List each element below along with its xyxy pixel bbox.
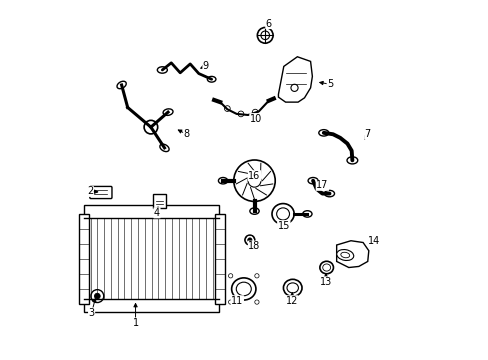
Ellipse shape xyxy=(218,177,227,184)
Text: 10: 10 xyxy=(249,113,262,123)
Ellipse shape xyxy=(231,278,255,300)
Text: 2: 2 xyxy=(87,186,93,197)
Circle shape xyxy=(233,160,275,202)
Ellipse shape xyxy=(302,211,311,217)
Text: 3: 3 xyxy=(88,308,95,318)
Text: 7: 7 xyxy=(364,129,370,139)
Text: 14: 14 xyxy=(367,236,379,246)
Ellipse shape xyxy=(157,67,167,73)
Bar xyxy=(215,213,225,303)
Ellipse shape xyxy=(276,208,289,220)
Text: 17: 17 xyxy=(316,180,328,190)
Bar xyxy=(83,205,219,312)
Circle shape xyxy=(254,300,259,304)
Ellipse shape xyxy=(249,208,259,214)
Circle shape xyxy=(244,235,254,245)
Ellipse shape xyxy=(346,157,357,164)
Text: 16: 16 xyxy=(248,171,260,181)
Text: 13: 13 xyxy=(319,277,331,287)
Ellipse shape xyxy=(324,190,334,197)
Circle shape xyxy=(257,27,272,43)
Text: 1: 1 xyxy=(132,318,138,328)
Circle shape xyxy=(94,293,100,299)
Ellipse shape xyxy=(322,264,330,271)
Ellipse shape xyxy=(236,282,251,296)
Ellipse shape xyxy=(319,261,333,274)
Ellipse shape xyxy=(318,130,328,136)
Circle shape xyxy=(247,174,261,187)
Text: 6: 6 xyxy=(265,18,271,28)
Polygon shape xyxy=(278,57,312,102)
Text: 18: 18 xyxy=(248,241,260,251)
Ellipse shape xyxy=(307,177,317,184)
Text: 8: 8 xyxy=(183,129,189,139)
Ellipse shape xyxy=(163,109,173,116)
Ellipse shape xyxy=(117,81,126,89)
Text: 15: 15 xyxy=(277,221,289,231)
Circle shape xyxy=(254,274,259,278)
Circle shape xyxy=(247,238,251,242)
Bar xyxy=(80,213,89,303)
Circle shape xyxy=(91,290,103,302)
Ellipse shape xyxy=(286,283,298,293)
Ellipse shape xyxy=(160,144,169,152)
Ellipse shape xyxy=(336,249,353,261)
Text: 12: 12 xyxy=(285,296,297,306)
Ellipse shape xyxy=(340,252,349,258)
Bar xyxy=(153,194,166,207)
Text: 11: 11 xyxy=(231,296,243,306)
Text: 9: 9 xyxy=(203,61,208,71)
Circle shape xyxy=(290,84,298,91)
Text: 4: 4 xyxy=(154,208,160,218)
Ellipse shape xyxy=(207,76,216,82)
Circle shape xyxy=(228,300,232,304)
FancyBboxPatch shape xyxy=(90,186,112,199)
Ellipse shape xyxy=(271,203,294,224)
Text: 5: 5 xyxy=(326,79,333,89)
Circle shape xyxy=(228,274,232,278)
Ellipse shape xyxy=(144,120,157,134)
Ellipse shape xyxy=(283,279,302,296)
Polygon shape xyxy=(336,241,368,267)
